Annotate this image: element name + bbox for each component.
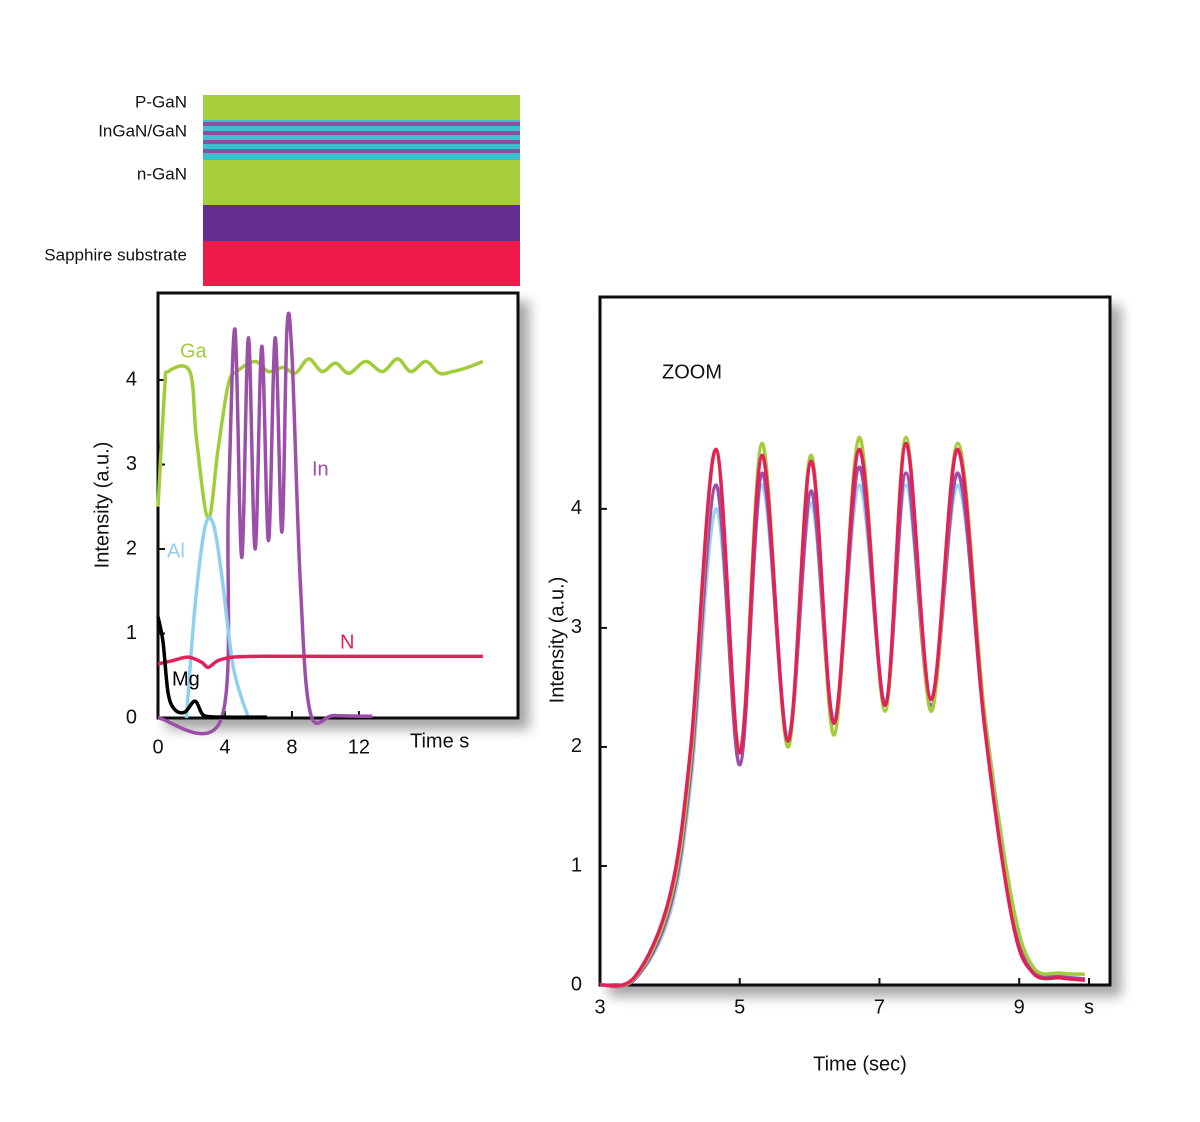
stripe [203,140,520,144]
layer-label: n-GaN [137,164,187,183]
y-tick-label: 1 [126,622,137,644]
x-tick-label: 7 [874,996,885,1018]
y-tick-label: 0 [571,973,582,995]
x-tick-label: 0 [152,736,163,758]
x-tick-label: 8 [286,736,297,758]
x-tick-label: 5 [734,996,745,1018]
stripe [203,131,520,135]
chart-title: ZOOM [662,361,722,383]
layer-label: Sapphire substrate [44,245,187,264]
series-line [157,311,373,736]
y-tick-label: 3 [126,453,137,475]
layer [203,205,520,241]
y-axis-label: Intensity (a.u.) [91,442,113,569]
plot-frame [598,295,1112,987]
y-tick-label: 2 [126,537,137,559]
y-tick-label: 4 [571,497,582,519]
series-line [156,357,484,521]
series-line [156,616,267,719]
layer-label: InGaN/GaN [98,121,187,140]
x-tick-label: 4 [219,736,230,758]
x-tick-label: 12 [348,736,370,758]
layer [203,241,520,286]
y-tick-label: 3 [571,616,582,638]
series-line [157,654,483,670]
y-tick-label: 1 [571,854,582,876]
x-tick-label: 9 [1014,996,1025,1018]
series-label: Ga [180,340,208,362]
layer [203,95,520,120]
x-tick-label: s [1084,996,1094,1018]
stripe [203,149,520,153]
series-line [599,441,1086,988]
x-axis-label: Time (sec) [813,1053,907,1075]
series-line [184,515,251,719]
y-tick-label: 4 [126,368,137,390]
y-tick-label: 0 [126,706,137,728]
layer-label: P-GaN [135,92,187,111]
series-label: Mg [172,668,200,690]
series-label: In [312,458,329,480]
y-axis-label: Intensity (a.u.) [546,577,568,704]
x-tick-label: 3 [594,996,605,1018]
stripe [203,122,520,126]
layer [203,160,520,205]
series-label: Al [167,540,185,562]
y-tick-label: 2 [571,735,582,757]
x-axis-label: Time s [410,730,469,752]
layer-stack: P-GaN InGaN/GaN n-GaN Sapphire substrate [44,92,520,286]
series-label: N [340,631,354,653]
